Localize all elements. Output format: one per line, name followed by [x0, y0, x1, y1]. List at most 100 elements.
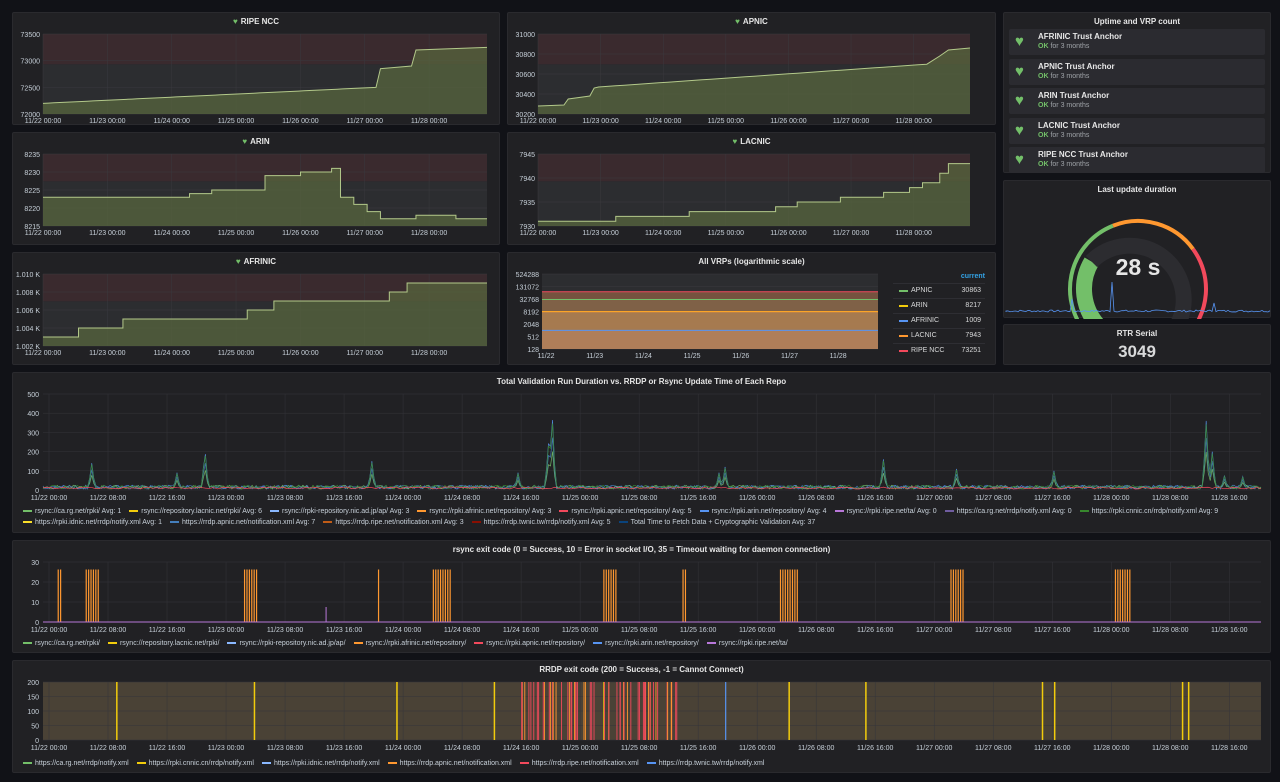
legend-row[interactable]: ARIN 8217 [893, 298, 985, 312]
panel-afrinic[interactable]: ♥ AFRINIC 1.010 K 1.008 K 1.006 K 1.004 K 1.0… [12, 252, 500, 365]
panel-uptime[interactable]: Uptime and VRP count ♥ AFRINIC Trust Anch… [1003, 12, 1271, 173]
exit-code-bar [591, 682, 593, 740]
x-tick-label: 11/27 08:00 [975, 745, 1012, 752]
legend-item[interactable]: https://rpki.idnic.net/rrdp/notify.xml [261, 760, 380, 767]
legend-swatch [699, 510, 709, 513]
x-tick-label: 11/26 00:00 [770, 118, 807, 125]
x-tick-label: 11/27 00:00 [916, 627, 953, 634]
gauge-value: 28 s [1116, 254, 1161, 280]
x-tick-label: 11/22 [538, 353, 555, 360]
panel-last-update-duration[interactable]: Last update duration 28 s [1003, 180, 1271, 319]
legend-item[interactable]: https://rrdp.twnic.tw/rrdp/notify.xml [646, 760, 764, 767]
panel-title[interactable]: ♥ APNIC [735, 17, 768, 26]
legend-item[interactable]: Total Time to Fetch Data + Cryptographic… [618, 519, 815, 526]
x-tick-label: 11/27 00:00 [347, 230, 384, 237]
panel-rtr-serial[interactable]: RTR Serial 3049 [1003, 324, 1271, 365]
legend-item[interactable]: https://rrdp.twnic.tw/rrdp/notify.xml Av… [471, 519, 611, 526]
x-tick-label: 11/28 [830, 353, 847, 360]
series-area [538, 163, 970, 226]
threshold-green [1068, 223, 1114, 319]
legend-item[interactable]: rsync://rpki.arin.net/repository/ Avg: 4 [699, 508, 827, 515]
y-tick-label: 72000 [21, 112, 41, 119]
legend-item[interactable]: https://rpki.cnnic.cn/rrdp/notify.xml Av… [1079, 508, 1218, 515]
exit-code-bar [637, 682, 639, 740]
y-tick-label: 8192 [523, 310, 539, 317]
legend-item[interactable]: rsync://repository.lacnic.net/rpki/ [107, 640, 220, 647]
legend-item[interactable]: https://ca.rg.net/rrdp/notify.xml Avg: 0 [944, 508, 1072, 515]
panel-rrdp-exit-code[interactable]: RRDP exit code (200 = Success, -1 = Cann… [12, 660, 1271, 773]
panel-lacnic[interactable]: ♥ LACNIC 7945 7940 7935 7930 11/22 00:00 11/23… [507, 132, 996, 245]
legend-item[interactable]: https://rpki.cnnic.cn/rrdp/notify.xml [136, 760, 254, 767]
x-tick-label: 11/23 00:00 [89, 350, 126, 357]
exit-code-bar [960, 569, 962, 622]
legend-item[interactable]: https://rpki.idnic.net/rrdp/notify.xml A… [23, 519, 162, 526]
uptime-item[interactable]: ♥ AFRINIC Trust Anchor OK for 3 months [1009, 29, 1265, 55]
panel-title[interactable]: ♥ ARIN [242, 137, 270, 146]
panel-apnic[interactable]: ♥ APNIC 31000 30800 30600 30400 30200 11/22 00… [507, 12, 996, 125]
x-tick-label: 11/28 16:00 [1211, 627, 1248, 634]
legend-item[interactable]: https://rrdp.ripe.net/notification.xml A… [323, 519, 464, 526]
uptime-item[interactable]: ♥ RIPE NCC Trust Anchor OK for 3 months [1009, 147, 1265, 173]
sparkline [1005, 281, 1271, 313]
legend-label: rsync://repository.lacnic.net/rpki/ [119, 640, 220, 647]
legend-item[interactable]: rsync://repository.lacnic.net/rpki/ Avg:… [129, 508, 262, 515]
panel-arin[interactable]: ♥ ARIN 8235 8230 8225 8220 8215 11/22 00:00 11/… [12, 132, 500, 245]
x-tick-label: 11/27 00:00 [833, 230, 870, 237]
panel-title[interactable]: rsync exit code (0 = Success, 10 = Error… [452, 545, 831, 554]
legend-item[interactable]: https://ca.rg.net/rrdp/notify.xml [23, 760, 129, 767]
exit-code-bar [85, 569, 87, 622]
legend-row[interactable]: RIPE NCC 73251 [893, 343, 985, 357]
legend-item[interactable]: rsync://ca.rg.net/rpki/ Avg: 1 [23, 508, 121, 515]
legend-item[interactable]: rsync://rpki.ripe.net/ta/ Avg: 0 [834, 508, 937, 515]
exit-code-bar [675, 682, 677, 740]
panel-all-vrps[interactable]: All VRPs (logarithmic scale) 524288 13107… [507, 252, 996, 365]
legend-item[interactable]: rsync://rpki.ripe.net/ta/ [706, 640, 788, 647]
exit-code-bar [649, 682, 651, 740]
y-tick-label: 200 [27, 450, 39, 457]
legend-name: RIPE NCC [911, 347, 945, 354]
x-tick-label: 11/27 00:00 [833, 118, 870, 125]
legend-item[interactable]: https://rrdp.apnic.net/notification.xml … [169, 519, 315, 526]
legend-item[interactable]: rsync://rpki-repository.nic.ad.jp/ap/ [227, 640, 346, 647]
uptime-item[interactable]: ♥ ARIN Trust Anchor OK for 3 months [1009, 88, 1265, 114]
panel-title[interactable]: Total Validation Run Duration vs. RRDP o… [496, 377, 787, 386]
panel-title[interactable]: Last update duration [1097, 185, 1177, 194]
uptime-item[interactable]: ♥ APNIC Trust Anchor OK for 3 months [1009, 58, 1265, 85]
panel-title[interactable]: All VRPs (logarithmic scale) [698, 257, 805, 266]
legend-item[interactable]: rsync://rpki.apnic.net/repository/ [474, 640, 585, 647]
panel-title[interactable]: ♥ RIPE NCC [233, 17, 279, 26]
legend-item[interactable]: rsync://rpki.afrinic.net/repository/ Avg… [417, 508, 551, 515]
rtr-serial-value: 3049 [1118, 342, 1156, 361]
panel-rsync-exit-code[interactable]: rsync exit code (0 = Success, 10 = Error… [12, 540, 1271, 653]
panel-title[interactable]: ♥ LACNIC [732, 137, 771, 146]
legend-item[interactable]: https://rrdp.apnic.net/notification.xml [387, 760, 512, 767]
x-tick-label: 11/25 16:00 [680, 495, 717, 502]
panel-ripe-ncc[interactable]: ♥ RIPE NCC 73500 73000 72500 72000 11/22 00:0… [12, 12, 500, 125]
exit-code-bar [60, 569, 62, 622]
legend-row[interactable]: APNIC 30863 [893, 283, 985, 297]
x-tick-label: 11/22 00:00 [25, 118, 62, 125]
heart-icon: ♥ [735, 17, 740, 26]
panel-title[interactable]: Uptime and VRP count [1093, 17, 1181, 26]
uptime-item[interactable]: ♥ LACNIC Trust Anchor OK for 3 months [1009, 117, 1265, 144]
legend-item[interactable]: rsync://rpki.apnic.net/repository/ Avg: … [559, 508, 692, 515]
legend-item[interactable]: rsync://ca.rg.net/rpki/ [23, 640, 100, 647]
panel-title[interactable]: RTR Serial [1116, 329, 1158, 338]
legend-item[interactable]: rsync://rpki.afrinic.net/repository/ [353, 640, 466, 647]
legend-label: https://ca.rg.net/rrdp/notify.xml Avg: 0 [956, 508, 1072, 515]
panel-title[interactable]: ♥ AFRINIC [235, 257, 277, 266]
panel-title[interactable]: RRDP exit code (200 = Success, -1 = Cann… [539, 665, 744, 674]
legend-row[interactable]: LACNIC 7943 [893, 328, 985, 342]
panel-validation-duration[interactable]: Total Validation Run Duration vs. RRDP o… [12, 372, 1271, 533]
x-tick-label: 11/25 08:00 [621, 627, 658, 634]
exit-code-bar [377, 569, 380, 622]
legend-item[interactable]: rsync://rpki.arin.net/repository/ [593, 640, 699, 647]
legend-row[interactable]: AFRINIC 1009 [893, 313, 985, 327]
vrps-legend: current APNIC 30863 ARIN 8217 AFRINIC 1009 LAC… [893, 273, 989, 363]
legend-item[interactable]: https://rrdp.ripe.net/notification.xml [519, 760, 639, 767]
exit-code-bar [576, 682, 578, 740]
y-tick-label: 30 [31, 560, 39, 567]
exit-code-bar [439, 569, 442, 622]
y-tick-label: 8220 [24, 206, 40, 213]
legend-item[interactable]: rsync://rpki-repository.nic.ad.jp/ap/ Av… [270, 508, 409, 515]
